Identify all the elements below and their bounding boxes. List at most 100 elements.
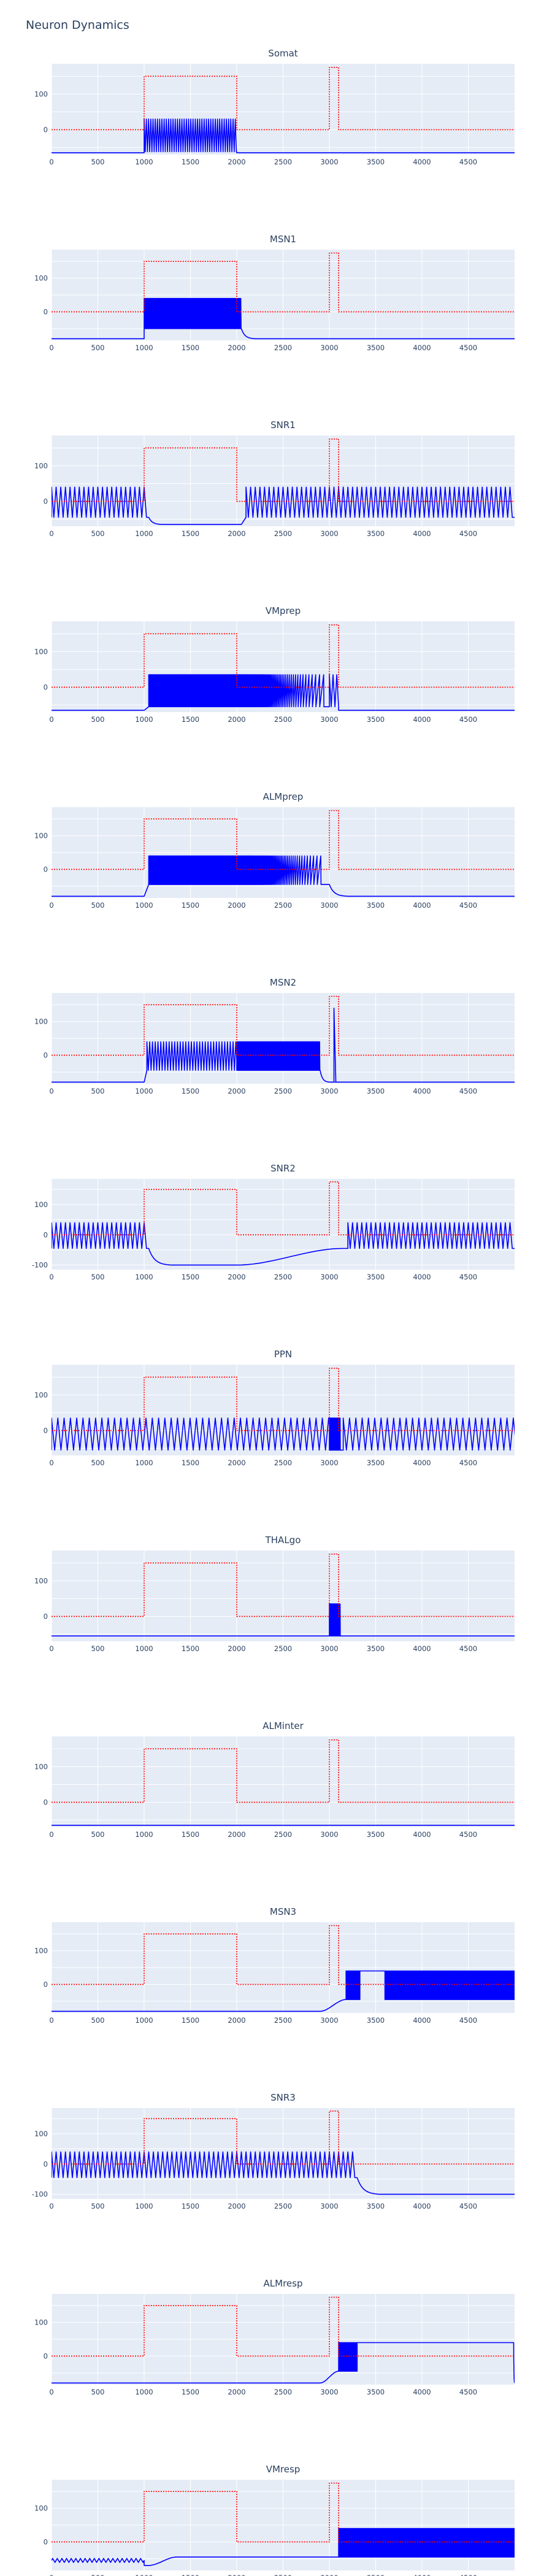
x-tick-label: 4500: [459, 2574, 477, 2576]
x-tick-label: 1500: [182, 158, 199, 166]
neuron-trace: [52, 1603, 515, 1637]
x-tick-label: 2500: [274, 158, 292, 166]
x-tick-label: 1000: [135, 1459, 153, 1467]
x-tick-label: 0: [49, 1644, 53, 1653]
x-tick-label: 3000: [320, 1830, 338, 1839]
x-tick-label: 1000: [135, 1273, 153, 1281]
x-tick-label: 1000: [135, 1087, 153, 1095]
x-tick-label: 2500: [274, 1644, 292, 1653]
x-tick-label: 3500: [367, 2202, 385, 2210]
x-tick-label: 2500: [274, 2202, 292, 2210]
x-tick-label: 4500: [459, 2016, 477, 2025]
x-tick-label: 3000: [320, 715, 338, 724]
x-tick-label: 1500: [182, 343, 199, 352]
x-tick-label: 2500: [274, 715, 292, 724]
y-tick-label: 0: [44, 2352, 48, 2360]
x-tick-label: 1000: [135, 901, 153, 910]
y-tick-label: 0: [44, 1426, 48, 1435]
x-tick-label: 1500: [182, 715, 199, 724]
y-tick-label: 0: [44, 1980, 48, 1988]
x-tick-label: 1500: [182, 2016, 199, 2025]
x-tick-label: 1000: [135, 1644, 153, 1653]
x-tick-label: 500: [91, 158, 105, 166]
y-tick-label: 0: [44, 1798, 48, 1806]
panel-title: MSN3: [270, 1906, 296, 1917]
x-tick-label: 3500: [367, 2016, 385, 2025]
x-tick-label: 1500: [182, 2202, 199, 2210]
panel-title: PPN: [274, 1349, 292, 1360]
x-tick-label: 4000: [413, 2388, 431, 2396]
panel-title: SNR3: [270, 2092, 296, 2103]
y-tick-label: 100: [34, 2129, 48, 2138]
x-tick-label: 4000: [413, 901, 431, 910]
neuron-trace: [52, 1970, 515, 2012]
x-tick-label: 0: [49, 158, 53, 166]
x-tick-label: 3000: [320, 2016, 338, 2025]
x-tick-label: 2000: [228, 715, 245, 724]
x-tick-label: 4000: [413, 1830, 431, 1839]
x-tick-label: 3500: [367, 2574, 385, 2576]
x-tick-label: 1000: [135, 2574, 153, 2576]
panel-title: ALMresp: [264, 2278, 303, 2289]
x-tick-label: 1000: [135, 2016, 153, 2025]
x-tick-label: 2500: [274, 343, 292, 352]
stimulus-line: [52, 252, 515, 313]
y-tick-label: 0: [44, 865, 48, 873]
x-tick-label: 2000: [228, 1830, 245, 1839]
neuron-trace: [52, 1007, 515, 1083]
x-tick-label: 4500: [459, 1644, 477, 1653]
x-tick-label: 1000: [135, 715, 153, 724]
x-tick-label: 0: [49, 1830, 53, 1839]
stimulus-line: [52, 995, 515, 1056]
panel-title: Somat: [268, 48, 298, 59]
x-tick-label: 3000: [320, 2388, 338, 2396]
x-tick-label: 1500: [182, 529, 199, 538]
x-tick-label: 0: [49, 715, 53, 724]
x-tick-label: 2000: [228, 901, 245, 910]
y-tick-label: 100: [34, 1762, 48, 1771]
x-tick-label: 500: [91, 1459, 105, 1467]
x-tick-label: 4000: [413, 715, 431, 724]
x-tick-label: 0: [49, 2574, 53, 2576]
x-tick-label: 2500: [274, 529, 292, 538]
x-tick-label: 0: [49, 901, 53, 910]
y-tick-label: 100: [34, 1576, 48, 1585]
neuron-trace: [52, 2151, 515, 2195]
x-tick-label: 4000: [413, 1459, 431, 1467]
x-tick-label: 3500: [367, 901, 385, 910]
x-tick-label: 1000: [135, 343, 153, 352]
x-tick-label: 0: [49, 2202, 53, 2210]
x-tick-label: 3500: [367, 158, 385, 166]
neuron-trace: [52, 118, 515, 153]
x-tick-label: 2000: [228, 2388, 245, 2396]
x-tick-label: 4000: [413, 1644, 431, 1653]
neuron-trace: [52, 297, 515, 340]
x-tick-label: 4000: [413, 2574, 431, 2576]
panel-title: SNR1: [270, 420, 296, 431]
x-tick-label: 2500: [274, 1273, 292, 1281]
x-tick-label: 3000: [320, 1459, 338, 1467]
x-tick-label: 4500: [459, 2202, 477, 2210]
x-tick-label: 0: [49, 2016, 53, 2025]
panel-title: ALMprep: [263, 791, 304, 802]
x-tick-label: 3500: [367, 1273, 385, 1281]
stimulus-line: [52, 1925, 515, 1985]
x-tick-label: 2000: [228, 529, 245, 538]
panel-title: MSN2: [270, 977, 296, 988]
x-tick-label: 0: [49, 1459, 53, 1467]
x-tick-label: 4500: [459, 2388, 477, 2396]
x-tick-label: 3500: [367, 715, 385, 724]
x-tick-label: 500: [91, 901, 105, 910]
x-tick-label: 1500: [182, 2388, 199, 2396]
x-tick-label: 2000: [228, 1087, 245, 1095]
y-tick-label: 100: [34, 2504, 48, 2513]
x-tick-label: 500: [91, 1087, 105, 1095]
stimulus-line: [52, 810, 515, 870]
y-tick-label: 100: [34, 274, 48, 283]
